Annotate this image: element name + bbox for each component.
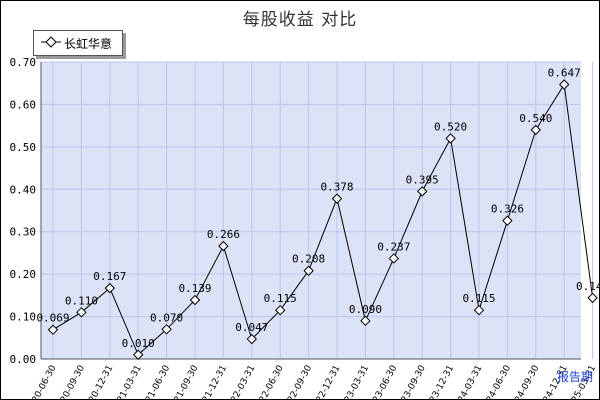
x-tick-label: 2021-12-31	[196, 364, 229, 399]
data-label: 0.395	[406, 173, 439, 186]
data-point-marker	[104, 282, 116, 294]
data-point-marker	[218, 240, 229, 252]
data-point-marker	[132, 349, 144, 360]
x-tick-label: 2023-12-31	[423, 364, 456, 399]
legend-label: 长虹华意	[64, 37, 113, 51]
data-point-marker	[530, 124, 542, 136]
x-tick-label: 2023-06-30	[366, 363, 400, 399]
data-point-marker	[388, 253, 400, 264]
data-label: 0.266	[207, 228, 240, 241]
data-label: 0.115	[462, 292, 495, 305]
data-label: 0.520	[434, 120, 467, 133]
data-label: 0.069	[36, 312, 69, 325]
x-axis-label: 报告期	[557, 370, 594, 384]
x-tick-label: 2023-03-31	[338, 364, 371, 399]
y-tick-label: 0.70	[10, 56, 37, 69]
data-label: 0.144	[576, 280, 599, 293]
x-tick-label: 2020-06-30	[25, 363, 59, 399]
data-label: 0.540	[519, 112, 552, 125]
data-point-marker	[587, 292, 598, 304]
data-point-marker	[274, 305, 286, 316]
data-point-marker	[161, 324, 172, 335]
data-label: 0.010	[122, 337, 155, 350]
data-point-marker	[303, 265, 314, 276]
data-point-marker	[445, 133, 456, 144]
legend: 长虹华意	[33, 30, 123, 56]
y-tick-label: 0.00	[10, 353, 37, 366]
x-tick-label: 2022-12-31	[309, 364, 342, 399]
x-tick-label: 2021-09-30	[167, 363, 201, 399]
data-label: 0.208	[292, 253, 325, 266]
data-point-marker	[189, 294, 201, 306]
data-point-marker	[558, 79, 570, 90]
data-point-marker	[47, 324, 59, 335]
data-label: 0.326	[491, 203, 524, 216]
y-tick-label: 0.50	[10, 141, 37, 154]
data-point-marker	[246, 333, 258, 345]
x-tick-label: 2023-09-30	[394, 363, 428, 399]
data-point-marker	[360, 315, 371, 327]
y-tick-label: 0.60	[10, 98, 37, 111]
data-label: 0.090	[349, 303, 382, 316]
x-tick-label: 2021-06-30	[139, 363, 173, 399]
data-label: 0.237	[377, 240, 410, 253]
data-point-marker	[502, 215, 513, 226]
data-point-marker	[331, 193, 343, 204]
data-point-marker	[76, 307, 87, 318]
data-label: 0.070	[150, 311, 183, 324]
y-tick-label: 0.40	[10, 183, 37, 196]
data-label: 0.378	[320, 181, 353, 194]
x-tick-label: 2024-03-31	[451, 364, 484, 399]
series-line	[52, 83, 594, 356]
data-point-marker	[473, 305, 485, 316]
x-tick-label: 2022-09-30	[281, 363, 315, 399]
chart-title: 每股收益 对比	[242, 10, 358, 30]
x-tick-label: 2020-09-30	[54, 363, 88, 399]
data-label: 0.110	[65, 294, 98, 307]
data-label: 0.139	[178, 282, 211, 295]
y-tick-label: 0.10	[10, 311, 37, 324]
y-tick-label: 0.30	[10, 226, 37, 239]
data-label: 0.647	[548, 66, 581, 79]
y-tick-label: 0.20	[10, 268, 37, 281]
data-label: 0.167	[93, 270, 126, 283]
data-label: 0.047	[235, 321, 268, 334]
x-tick-label: 2024-06-30	[480, 363, 514, 399]
x-tick-label: 2020-12-31	[82, 364, 115, 399]
x-tick-label: 2022-06-30	[252, 363, 286, 399]
legend-marker-icon	[41, 36, 61, 48]
plot-area	[41, 62, 581, 359]
x-tick-label: 2022-03-31	[224, 364, 257, 399]
x-tick-label: 2021-03-31	[110, 364, 143, 399]
data-point-marker	[416, 186, 428, 197]
data-label: 0.115	[264, 292, 297, 305]
x-tick-label: 2024-09-30	[508, 363, 542, 399]
